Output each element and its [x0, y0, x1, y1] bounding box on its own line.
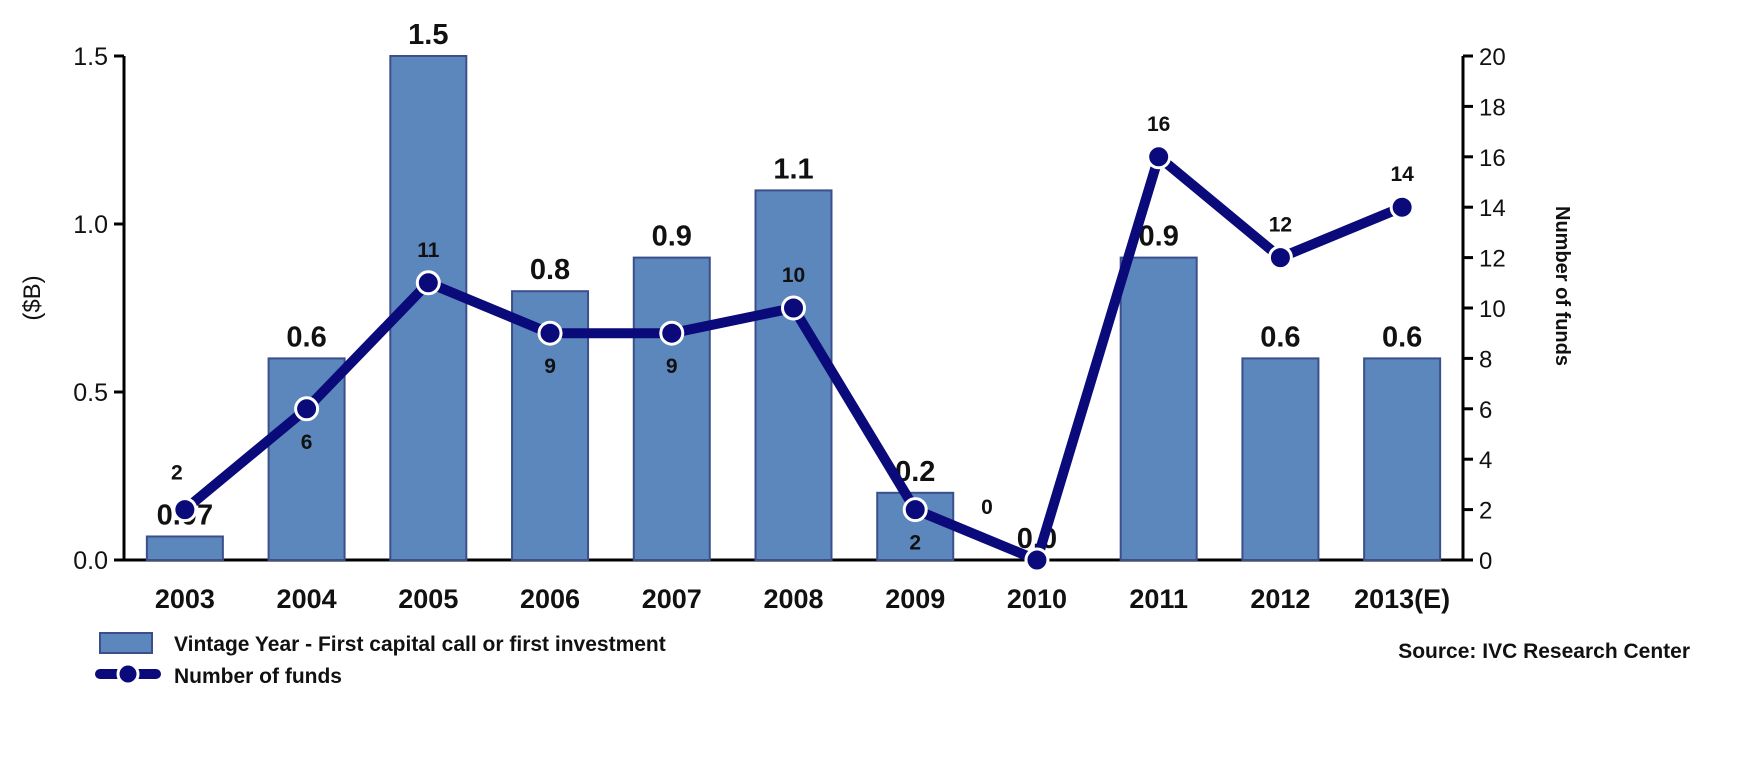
- y-axis-title-right: Number of funds: [1551, 206, 1573, 366]
- x-tick-label: 2013(E): [1354, 584, 1450, 614]
- x-tick-label: 2010: [1007, 584, 1067, 614]
- y-tick-label-right: 6: [1479, 397, 1492, 424]
- y-tick-label-left: 0.0: [73, 547, 108, 575]
- funds-value-label: 14: [1390, 163, 1414, 186]
- y-tick-label-right: 0: [1479, 548, 1492, 575]
- x-tick-label: 2011: [1129, 584, 1188, 614]
- x-axis-tick-labels: 2003 2004 2005 2006 2007 2008 2009 2010 2011 2012…: [155, 584, 1450, 614]
- x-tick-label: 2005: [398, 584, 458, 614]
- bar: [1119, 256, 1198, 561]
- bar: [1363, 357, 1442, 561]
- funds-point: [659, 320, 685, 346]
- funds-point: [537, 320, 563, 346]
- bar-value-label: 1.1: [773, 153, 813, 185]
- funds-value-label: 9: [544, 355, 556, 378]
- bar: [145, 535, 224, 561]
- funds-point: [294, 396, 320, 422]
- bar-value-label: 0.6: [1382, 321, 1422, 353]
- funds-point: [1146, 144, 1172, 170]
- y-tick-label-left: 0.5: [73, 379, 108, 407]
- x-tick-label: 2003: [155, 584, 215, 614]
- legend-label-line: Number of funds: [174, 665, 342, 688]
- y-tick-label-right: 16: [1479, 145, 1506, 172]
- funds-value-label: 9: [666, 355, 678, 378]
- bar: [754, 189, 833, 561]
- x-tick-label: 2012: [1250, 584, 1310, 614]
- funds-value-label: 11: [417, 239, 440, 262]
- x-tick-label: 2009: [885, 584, 945, 614]
- y-tick-label-right: 18: [1479, 94, 1506, 121]
- legend-label-bar: Vintage Year - First capital call or fir…: [174, 633, 666, 656]
- y-tick-label-right: 20: [1479, 44, 1506, 71]
- funds-value-label: 0: [981, 496, 993, 519]
- y-tick-label-right: 12: [1479, 246, 1506, 273]
- x-tick-label: 2007: [642, 584, 702, 614]
- funds-value-label: 2: [171, 462, 183, 485]
- bar-value-label: 0.8: [530, 254, 570, 286]
- bar-value-labels: 0.070.61.50.80.91.10.20.00.90.60.6: [157, 19, 1423, 555]
- line-series: [172, 144, 1415, 573]
- bar-value-label: 0.6: [1260, 321, 1300, 353]
- funds-point: [1024, 547, 1050, 573]
- bar: [632, 256, 711, 561]
- y-tick-label-left: 1.0: [73, 211, 108, 239]
- y-axis-title-left: ($B): [19, 275, 46, 320]
- bar-value-label: 0.9: [1139, 221, 1179, 253]
- legend: Vintage Year - First capital call or fir…: [95, 632, 666, 688]
- legend-swatch-bar: [99, 632, 153, 654]
- x-tick-label: 2008: [763, 584, 823, 614]
- y-tick-label-left: 1.5: [73, 43, 108, 71]
- legend-swatch-point: [116, 662, 140, 686]
- y-tick-label-right: 8: [1479, 346, 1492, 373]
- funds-point: [415, 270, 441, 296]
- funds-value-label: 12: [1269, 214, 1292, 237]
- funds-point: [1389, 194, 1415, 220]
- funds-value-label: 6: [301, 431, 313, 454]
- funds-point: [172, 497, 198, 523]
- funds-value-label: 10: [782, 264, 805, 287]
- y-tick-label-right: 10: [1479, 296, 1506, 323]
- bar-value-label: 0.9: [652, 221, 692, 253]
- funds-value-label: 16: [1147, 113, 1170, 136]
- bar: [1241, 357, 1320, 561]
- bar-series: [145, 55, 1442, 561]
- source-note: Source: IVC Research Center: [1398, 640, 1690, 663]
- funds-value-label: 2: [909, 532, 921, 555]
- x-tick-label: 2004: [277, 584, 337, 614]
- funds-point: [1267, 245, 1293, 271]
- y-tick-label-right: 2: [1479, 498, 1492, 525]
- y-tick-label-right: 14: [1479, 195, 1506, 222]
- x-tick-label: 2006: [520, 584, 580, 614]
- y-tick-label-right: 4: [1479, 447, 1492, 474]
- funds-point: [781, 295, 806, 321]
- bar-value-label: 1.5: [408, 19, 448, 51]
- bar-value-label: 0.6: [286, 321, 326, 353]
- funds-point: [902, 497, 928, 523]
- bar: [267, 357, 346, 561]
